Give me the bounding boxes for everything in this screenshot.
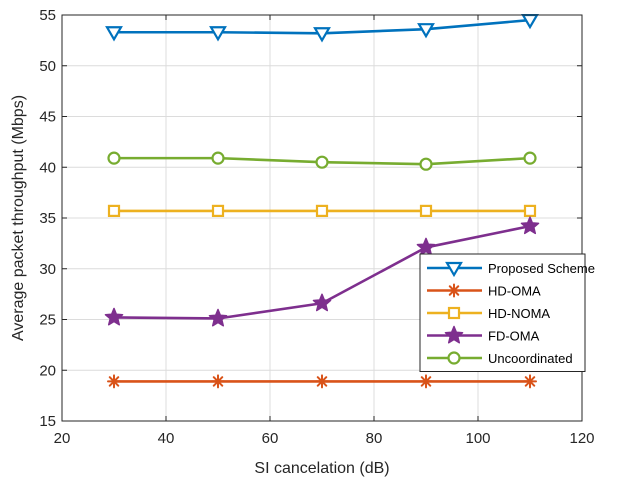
- data-point-uncoordinated: [419, 157, 433, 171]
- data-point-uncoordinated: [211, 151, 225, 165]
- legend-marker-hd-oma: [447, 283, 461, 298]
- y-tick-label: 15: [39, 413, 56, 430]
- data-point-hd-noma: [523, 204, 537, 217]
- data-point-fd-oma: [416, 237, 436, 256]
- data-point-hd-oma: [107, 374, 121, 389]
- legend-label-uncoordinated: Uncoordinated: [488, 351, 573, 366]
- legend-label-hd-oma: HD-OMA: [488, 284, 541, 299]
- series-proposed-scheme: [105, 13, 539, 43]
- legend-label-proposed-scheme: Proposed Scheme: [488, 261, 595, 276]
- data-point-fd-oma: [208, 308, 228, 327]
- data-point-fd-oma: [104, 307, 124, 326]
- legend-marker-proposed-scheme: [445, 261, 463, 278]
- data-point-proposed-scheme: [417, 23, 435, 39]
- series-uncoordinated: [107, 151, 537, 171]
- data-point-hd-noma: [419, 204, 433, 217]
- data-point-hd-oma: [523, 374, 537, 389]
- y-tick-label: 35: [39, 210, 56, 227]
- legend-marker-uncoordinated: [447, 351, 461, 365]
- data-point-hd-oma: [211, 374, 225, 389]
- data-point-proposed-scheme: [313, 27, 331, 43]
- data-point-hd-oma: [315, 374, 329, 389]
- data-point-uncoordinated: [107, 151, 121, 165]
- series-layer: [104, 13, 540, 389]
- y-tick-label: 45: [39, 109, 56, 126]
- series-fd-oma: [104, 216, 540, 327]
- y-tick-label: 30: [39, 261, 56, 278]
- data-point-hd-oma: [419, 374, 433, 389]
- y-axis-label: Average packet throughput (Mbps): [10, 95, 27, 341]
- data-point-proposed-scheme: [105, 26, 123, 42]
- data-point-hd-noma: [315, 204, 329, 217]
- y-tick-label: 50: [39, 58, 56, 75]
- y-tick-label: 25: [39, 312, 56, 329]
- legend: Proposed Scheme HD-OMA HD-NOMA FD-OMA Uncoor…: [419, 253, 595, 372]
- y-tick-label: 55: [39, 7, 56, 24]
- x-axis-label: SI cancelation (dB): [254, 460, 389, 477]
- x-tick-label: 20: [54, 430, 71, 447]
- x-tick-label: 80: [366, 430, 383, 447]
- data-point-uncoordinated: [523, 151, 537, 165]
- data-point-fd-oma: [520, 216, 540, 235]
- x-tick-label: 40: [158, 430, 175, 447]
- legend-marker-hd-noma: [447, 306, 461, 320]
- x-tick-label: 100: [465, 430, 490, 447]
- y-tick-label: 40: [39, 159, 56, 176]
- x-tick-label: 120: [569, 430, 594, 447]
- legend-marker-fd-oma: [444, 325, 464, 344]
- data-point-hd-noma: [107, 204, 121, 217]
- data-point-fd-oma: [312, 293, 332, 312]
- data-point-proposed-scheme: [209, 26, 227, 42]
- data-point-uncoordinated: [315, 155, 329, 169]
- data-point-hd-noma: [211, 204, 225, 217]
- legend-label-hd-noma: HD-NOMA: [488, 306, 550, 321]
- legend-label-fd-oma: FD-OMA: [488, 329, 540, 344]
- series-hd-oma: [107, 374, 537, 389]
- y-tick-label: 20: [39, 362, 56, 379]
- x-tick-label: 60: [262, 430, 279, 447]
- series-hd-noma: [107, 204, 537, 217]
